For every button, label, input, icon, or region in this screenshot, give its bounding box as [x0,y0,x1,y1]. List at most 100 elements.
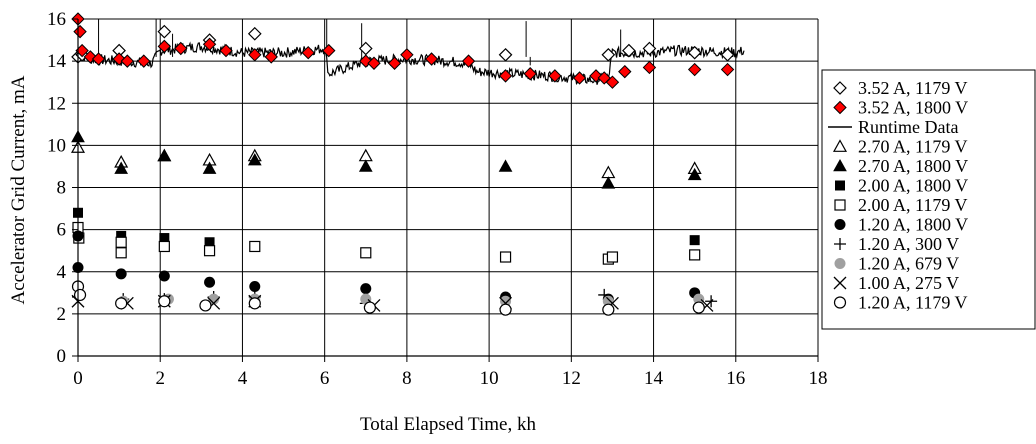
data-point [548,69,562,83]
data-point [208,293,220,305]
data-point [114,161,129,174]
data-point [400,48,414,62]
x-tick-label: 8 [402,368,412,389]
data-point [174,41,188,56]
data-point [692,301,705,314]
data-point [249,280,261,292]
y-tick-label: 8 [57,178,67,199]
data-point [687,45,702,60]
data-point [202,161,217,174]
data-point [248,48,262,62]
runtime-data-line [77,41,745,85]
data-point [159,233,170,244]
y-axis-label: Accelerator Grid Current, mA [8,75,29,304]
data-point [115,247,127,259]
data-point [689,235,700,246]
data-point [572,71,587,85]
data-point [199,299,212,312]
data-point [499,251,512,263]
legend-label: 1.20 A, 1800 V [858,215,968,235]
data-point [248,297,261,310]
data-point [219,43,233,58]
data-point [622,43,636,58]
legend-label: 2.00 A, 1179 V [858,195,968,215]
data-point [137,54,151,68]
x-tick-label: 6 [320,368,330,389]
data-point [158,240,170,253]
data-point [687,62,702,77]
data-point [523,67,537,81]
legend-marker [834,219,846,230]
legend-label: 1.20 A, 1179 V [858,293,968,313]
y-tick-label: 10 [47,135,66,156]
data-point [115,268,127,280]
data-point [91,52,106,66]
legend-label: 3.52 A, 1800 V [858,98,968,118]
data-point [367,56,381,70]
data-point [720,47,735,62]
data-point [693,293,705,305]
y-tick-label: 0 [57,346,67,367]
legend-label: 1.20 A, 679 V [858,254,959,274]
data-point [264,50,278,64]
data-point [116,230,127,241]
data-point [112,52,126,66]
legend-label: 2.70 A, 1179 V [858,137,968,157]
x-tick-label: 2 [155,368,165,389]
data-point [498,69,513,83]
y-tick-label: 12 [47,93,66,114]
data-point [204,276,216,288]
legend-marker [833,296,847,309]
legend-box [821,69,1036,330]
legend-marker [833,276,847,290]
data-point [605,75,620,89]
x-tick-label: 0 [73,368,83,389]
data-point [720,62,735,77]
data-point [120,54,135,68]
data-point [387,56,402,70]
data-point [498,159,513,172]
data-point [363,301,376,314]
data-point [424,52,439,66]
data-point [157,39,172,54]
data-point [115,297,128,310]
data-point [322,43,336,58]
data-point [689,249,701,261]
y-tick-label: 2 [57,304,67,325]
data-point [360,283,372,295]
data-point [358,159,373,172]
data-point [157,148,172,162]
x-tick-label: 18 [809,368,828,389]
y-tick-label: 4 [57,262,67,283]
y-tick-label: 16 [47,9,66,30]
data-point [642,41,657,56]
x-tick-label: 14 [644,368,664,389]
data-point [499,303,512,316]
data-point [301,45,315,60]
data-point [247,26,262,41]
data-point [115,236,127,248]
data-point [360,247,372,259]
data-point [601,176,616,189]
x-tick-label: 10 [480,368,499,389]
data-point [498,47,513,62]
axis-layer: 0 2 4 6 8 10 12 14 16 18 0 2 4 6 8 10 12 14 16 [47,9,828,389]
legend-label: Runtime Data [858,117,958,137]
data-point [73,24,87,39]
legend-marker [834,199,846,211]
legend-marker [834,258,846,269]
legend-label: 3.52 A, 1179 V [858,78,968,98]
legend-label: 2.70 A, 1800 V [858,156,968,176]
x-tick-label: 12 [562,368,581,389]
legend-marker [834,238,846,250]
data-point [158,270,170,282]
legend-marker [833,100,847,115]
x-tick-label: 16 [726,368,745,389]
x-tick-label: 4 [238,368,248,389]
data-point [204,237,215,248]
data-point [618,64,632,79]
data-point [687,167,702,181]
